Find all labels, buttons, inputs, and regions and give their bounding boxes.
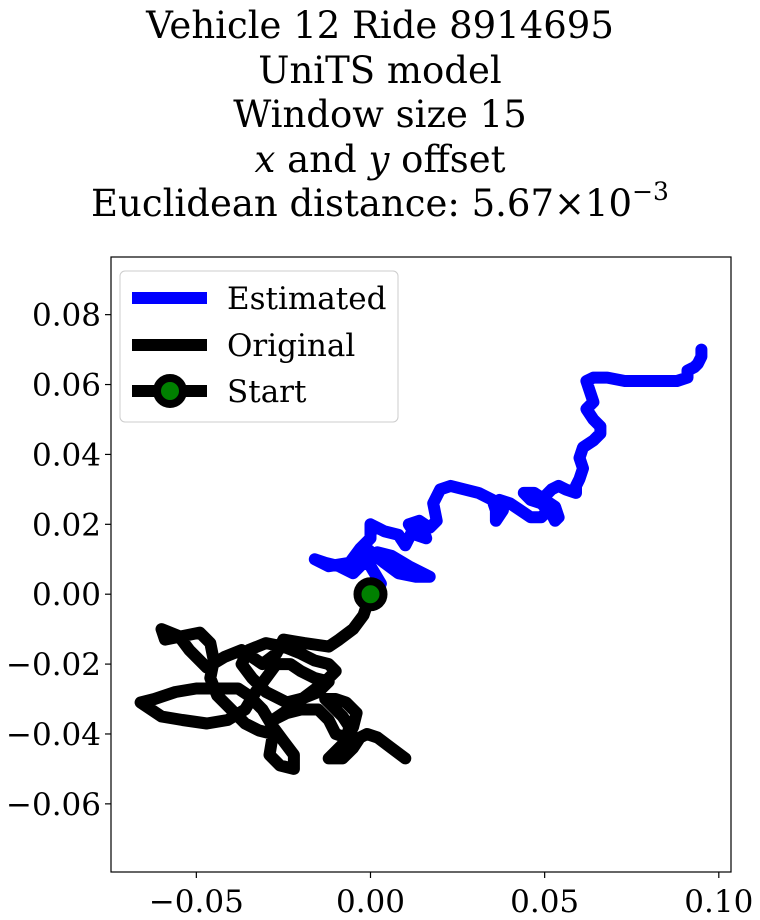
y-tick-label: 0.08 bbox=[32, 298, 101, 334]
series-line-estimated bbox=[308, 343, 708, 601]
start-layer bbox=[353, 577, 388, 612]
x-tick-label: 0.05 bbox=[510, 884, 579, 920]
title-line-1: Vehicle 12 Ride 8914695 bbox=[146, 4, 614, 47]
y-tick-label: 0.00 bbox=[32, 577, 101, 613]
legend-label-start: Start bbox=[227, 374, 307, 410]
title-line-4: x and y offset bbox=[0, 138, 760, 183]
legend-swatch-start-marker bbox=[153, 374, 187, 408]
x-tick-label: 0.10 bbox=[684, 884, 753, 920]
y-tick-label: 0.04 bbox=[32, 437, 101, 473]
legend-label-estimated: Estimated bbox=[227, 281, 386, 317]
x-tick-label: 0.00 bbox=[336, 884, 405, 920]
legend-box bbox=[119, 270, 399, 423]
title-line-5: Euclidean distance: 5.67×10−3 bbox=[0, 179, 760, 227]
series-layer bbox=[134, 343, 708, 775]
series-line-original bbox=[134, 588, 412, 775]
legend: Estimated Original Start bbox=[119, 270, 399, 423]
axes: −0.05 0.00 0.05 0.10 0.08 0.06 0.04 0.02 0.00 −0.… bbox=[6, 298, 753, 920]
start-marker bbox=[353, 577, 388, 612]
y-tick-label: −0.04 bbox=[6, 717, 101, 753]
title-distance-prefix: Euclidean distance: 5.67 bbox=[91, 182, 554, 225]
y-tick-label: 0.06 bbox=[32, 368, 101, 404]
title-times-sign: × bbox=[553, 182, 585, 225]
legend-label-original: Original bbox=[227, 328, 355, 364]
chart-title: Vehicle 12 Ride 8914695 UniTS model Wind… bbox=[0, 4, 760, 227]
title-offset: offset bbox=[389, 137, 506, 181]
plot-frame bbox=[110, 256, 732, 873]
title-and: and bbox=[275, 137, 369, 181]
title-exponent: −3 bbox=[632, 177, 669, 206]
y-tick-label: −0.06 bbox=[6, 787, 101, 823]
title-power-base: 10 bbox=[585, 182, 633, 225]
y-tick-label: −0.02 bbox=[6, 647, 101, 683]
title-line-3: Window size 15 bbox=[233, 93, 527, 136]
y-tick-label: 0.02 bbox=[32, 507, 101, 543]
title-var-x: x bbox=[254, 137, 276, 181]
x-tick-label: −0.05 bbox=[149, 884, 244, 920]
title-var-y: y bbox=[368, 137, 390, 181]
title-line-2: UniTS model bbox=[258, 48, 502, 92]
